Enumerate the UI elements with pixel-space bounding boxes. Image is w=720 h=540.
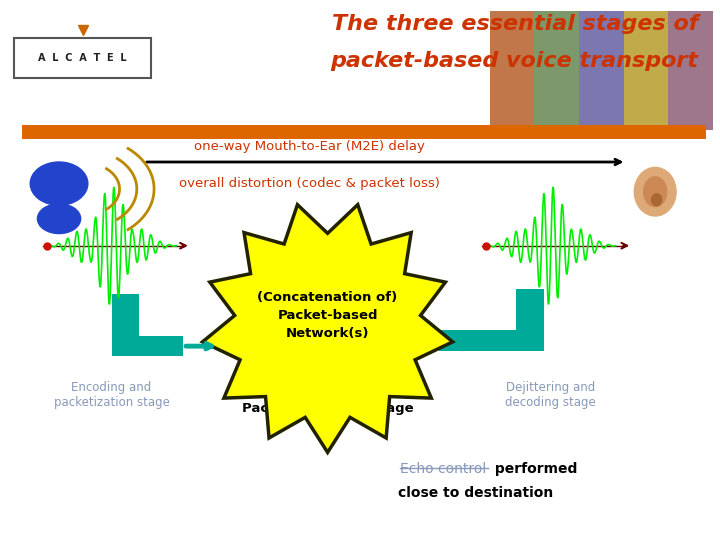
Text: A  L  C  A  T  E  L: A L C A T E L	[38, 53, 127, 63]
Circle shape	[30, 162, 88, 205]
Text: Echo control: Echo control	[400, 462, 486, 476]
FancyBboxPatch shape	[516, 289, 544, 351]
FancyBboxPatch shape	[439, 330, 544, 351]
FancyBboxPatch shape	[22, 125, 706, 139]
FancyBboxPatch shape	[624, 11, 668, 130]
FancyBboxPatch shape	[579, 11, 624, 130]
Text: Dejittering and
decoding stage: Dejittering and decoding stage	[505, 381, 596, 409]
FancyBboxPatch shape	[112, 294, 139, 356]
FancyBboxPatch shape	[490, 11, 534, 130]
Ellipse shape	[37, 204, 81, 233]
Text: performed: performed	[490, 462, 577, 476]
Text: overall distortion (codec & packet loss): overall distortion (codec & packet loss)	[179, 177, 440, 190]
Polygon shape	[202, 205, 453, 453]
Text: packet-based voice transport: packet-based voice transport	[330, 51, 698, 71]
FancyBboxPatch shape	[14, 38, 151, 78]
FancyBboxPatch shape	[668, 11, 713, 130]
Text: one-way Mouth-to-Ear (M2E) delay: one-way Mouth-to-Ear (M2E) delay	[194, 140, 425, 153]
Ellipse shape	[634, 167, 676, 216]
Ellipse shape	[652, 194, 662, 206]
Text: Packet transport stage: Packet transport stage	[242, 402, 413, 415]
Text: close to destination: close to destination	[397, 486, 553, 500]
Ellipse shape	[644, 177, 667, 206]
FancyBboxPatch shape	[534, 11, 579, 130]
Text: (Concatenation of)
Packet-based
Network(s): (Concatenation of) Packet-based Network(…	[258, 292, 397, 340]
FancyBboxPatch shape	[490, 11, 713, 130]
FancyBboxPatch shape	[112, 336, 183, 356]
Text: Encoding and
packetization stage: Encoding and packetization stage	[54, 381, 169, 409]
Text: The three essential stages of: The three essential stages of	[332, 14, 698, 33]
